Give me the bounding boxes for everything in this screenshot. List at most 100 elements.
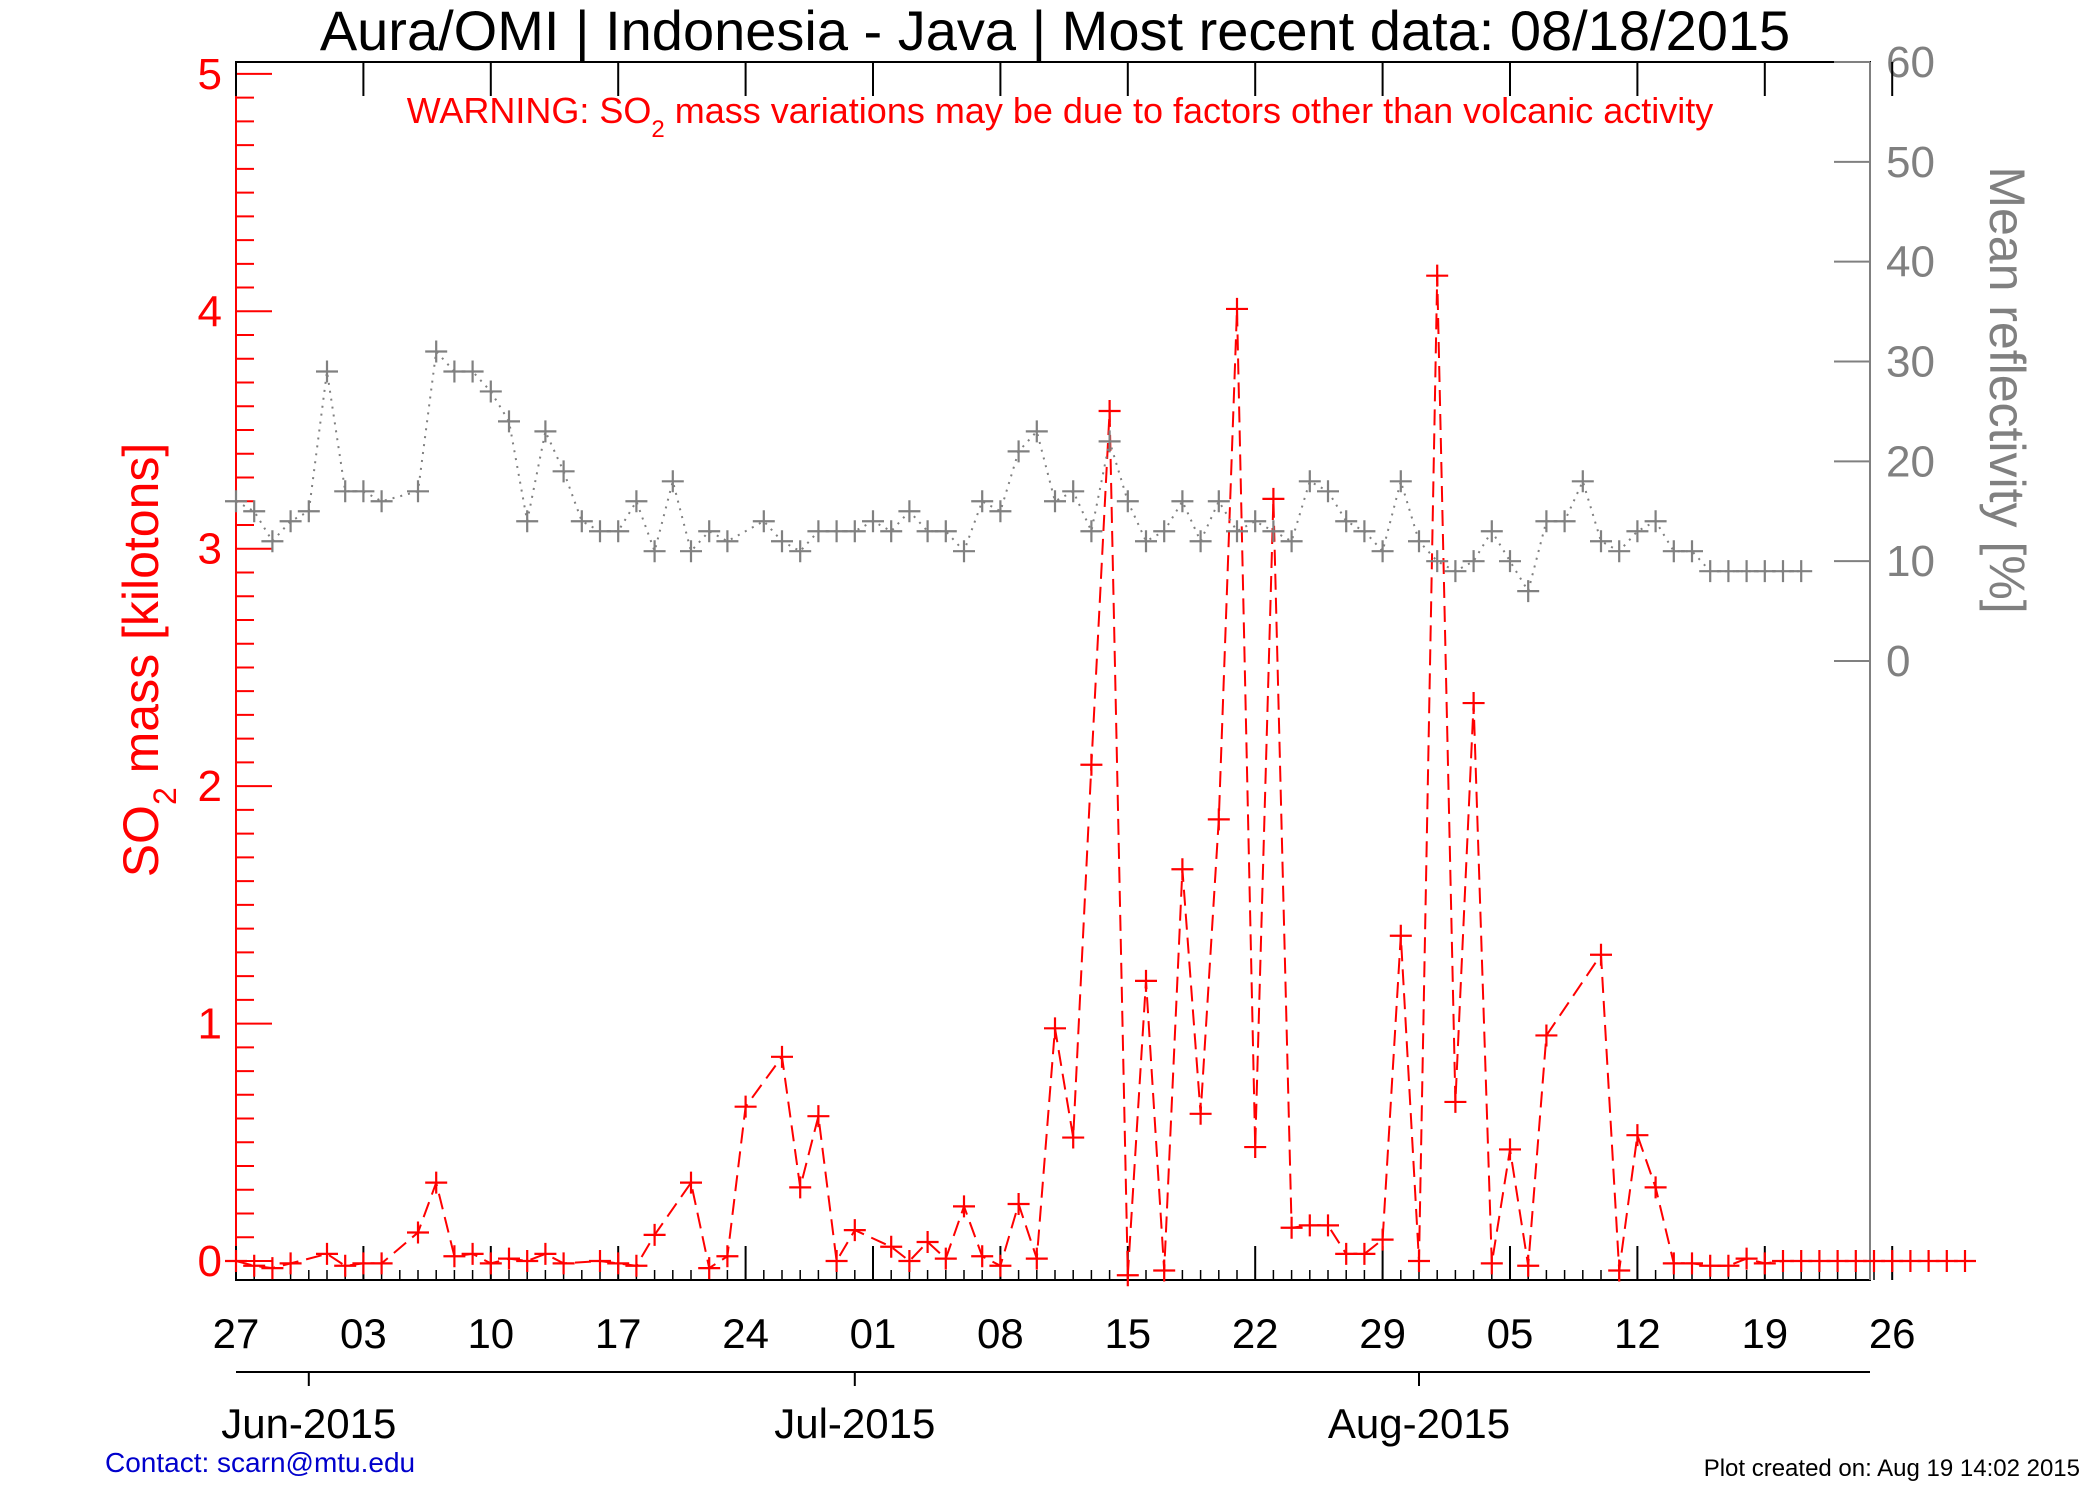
reflectivity-point [898,500,921,523]
so2-point [479,1252,502,1275]
reflectivity-point [316,360,338,383]
reflectivity-point [1499,550,1521,573]
reflectivity-point [1025,420,1048,443]
series-layer [225,264,1976,1287]
reflectivity-point [225,490,247,513]
reflectivity-point [862,510,884,533]
reflectivity-point [1171,490,1194,513]
so2-point [680,1171,702,1194]
reflectivity-point [1426,550,1449,573]
reflectivity-point [1553,510,1576,533]
reflectivity-point [279,510,302,533]
reflectivity-point [1371,540,1394,563]
reflectivity-point [1116,490,1139,513]
reflectivity-point [1207,490,1230,513]
so2-point [898,1250,921,1273]
x-tick-label: 17 [595,1310,642,1357]
x-axis-ticks: 27 03 10 17 24 01 08 15 22 29 05 12 19 26 [213,62,1916,1357]
so2-point [425,1171,448,1194]
reflectivity-point [552,460,575,483]
chart-title: Aura/OMI | Indonesia - Java | Most recen… [320,0,1790,62]
so2-point [607,1252,630,1275]
left-axis-ticks: 0 1 2 3 4 5 [198,50,272,1286]
so2-point [334,1254,357,1277]
so2-point [916,1231,939,1254]
reflectivity-point [1517,580,1540,603]
so2-point [1244,1136,1267,1159]
reflectivity-point [1790,560,1813,583]
so2-point [1116,1264,1139,1287]
so2-point [1681,1252,1703,1275]
plot-frame [235,61,1871,1281]
so2-point [1062,1126,1085,1149]
reflectivity-point [352,480,375,503]
reflectivity-point [1044,490,1066,513]
reflectivity-point [698,520,721,543]
reflectivity-point [1408,530,1430,553]
created-text: Plot created on: Aug 19 14:02 2015 [1704,1455,2080,1482]
so2-point [1735,1247,1758,1270]
reflectivity-point [1280,530,1303,553]
so2-point [1371,1228,1394,1251]
so2-point [1608,1259,1631,1282]
reflectivity-point [680,540,702,563]
so2-point [1171,858,1194,881]
reflectivity-point [243,500,266,523]
reflectivity-point [953,540,975,563]
x-tick-label: 03 [340,1310,387,1357]
reflectivity-point [425,340,448,363]
reflectivity-point [1298,470,1321,493]
reflectivity-point [1444,560,1467,583]
left-tick-label: 5 [198,50,222,99]
reflectivity-point [1571,470,1594,493]
x-tick-label: 27 [213,1310,260,1357]
so2-point [316,1242,338,1265]
x-tick-label: 15 [1104,1310,1151,1357]
reflectivity-point [1226,520,1248,543]
reflectivity-point [297,500,320,523]
so2-point [1353,1242,1376,1265]
month-label: Jun-2015 [221,1400,396,1447]
reflectivity-point [498,410,520,433]
reflectivity-point [1080,520,1103,543]
right-tick-label: 30 [1886,338,1935,387]
right-tick-label: 0 [1886,637,1910,686]
x-tick-label: 10 [467,1310,514,1357]
reflectivity-point [771,530,793,553]
reflectivity-point [1335,510,1358,533]
so2-point [498,1247,520,1270]
x-tick-label: 01 [850,1310,897,1357]
so2-point [1717,1254,1740,1277]
so2-point [225,1250,247,1273]
so2-point [625,1254,648,1277]
contact-text[interactable]: Contact: scarn@mtu.edu [105,1447,415,1478]
reflectivity-line [235,349,1802,594]
warning-text: WARNING: SO2 mass variations may be due … [407,90,1714,143]
right-axis-ticks: 0 10 20 30 40 50 60 [1834,38,1935,686]
so2-point [807,1105,830,1128]
so2-point [1517,1254,1540,1277]
so2-point [1954,1250,1976,1273]
reflectivity-point [989,500,1012,523]
reflectivity-point [516,510,539,533]
month-label: Aug-2015 [1328,1400,1510,1447]
right-tick-label: 20 [1886,437,1935,486]
x-tick-label: 22 [1232,1310,1279,1357]
reflectivity-point [1244,510,1267,533]
y-axis-right-label: Mean reflectivity [%] [1979,166,2035,613]
so2-point [1226,297,1248,320]
x-tick-label: 29 [1359,1310,1406,1357]
right-tick-label: 10 [1886,537,1935,586]
right-tick-label: 40 [1886,238,1935,287]
so2-point [698,1257,721,1280]
so2-point [789,1176,812,1199]
reflectivity-point [1153,520,1176,543]
so2-point [971,1245,994,1268]
so2-point [1207,808,1230,831]
so2-point [1590,943,1612,966]
ylabel-left-suffix: mass [kilotons] [113,443,169,788]
so2-point [953,1195,975,1218]
reflectivity-point [570,510,593,533]
x-tick-label: 05 [1487,1310,1534,1357]
reflectivity-point [934,520,957,543]
